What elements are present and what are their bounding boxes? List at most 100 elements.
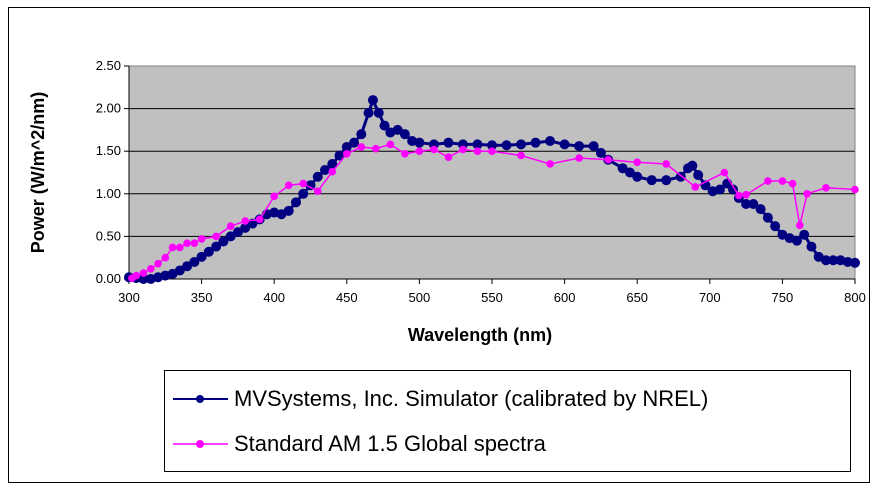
series-standard-am15	[128, 140, 859, 282]
data-point	[646, 175, 657, 186]
data-point	[430, 145, 438, 154]
data-point	[401, 149, 409, 158]
data-point	[305, 180, 316, 191]
data-point	[182, 261, 193, 272]
data-point	[588, 141, 599, 152]
legend-swatch-simulator	[173, 392, 228, 406]
y-tick-label: 2.00	[96, 101, 121, 116]
data-point	[662, 160, 671, 168]
data-point	[443, 137, 454, 148]
data-point	[742, 190, 750, 199]
data-point	[803, 190, 811, 198]
x-tick-label: 750	[772, 290, 794, 305]
legend-label-simulator: MVSystems, Inc. Simulator (calibrated by…	[234, 386, 709, 411]
data-point	[283, 205, 294, 216]
data-point	[488, 147, 496, 155]
data-point	[546, 160, 554, 168]
data-point	[197, 235, 206, 243]
legend-label-standard: Standard AM 1.5 Global spectra	[234, 431, 546, 456]
data-point	[392, 124, 403, 135]
data-point	[299, 179, 308, 188]
data-point	[604, 155, 612, 164]
data-point	[501, 140, 512, 151]
legend-item-standard: Standard AM 1.5 Global spectra	[165, 424, 546, 464]
data-point	[328, 167, 337, 176]
data-point	[459, 145, 467, 154]
x-tick-label: 650	[626, 290, 648, 305]
data-point	[788, 179, 797, 188]
data-point	[154, 259, 162, 268]
data-point	[735, 191, 743, 200]
data-point	[138, 274, 149, 284]
data-point	[373, 107, 384, 118]
data-point	[728, 184, 739, 195]
data-point	[241, 217, 249, 225]
data-point	[189, 256, 200, 267]
data-point	[399, 129, 410, 140]
data-point	[851, 185, 859, 194]
data-point	[240, 222, 251, 233]
data-point	[530, 137, 541, 148]
data-point	[270, 192, 279, 201]
data-point	[778, 177, 787, 185]
data-point	[298, 188, 309, 199]
data-point	[320, 164, 331, 175]
data-point	[211, 241, 222, 252]
data-point	[770, 221, 781, 232]
x-tick-label: 300	[118, 290, 140, 305]
y-axis-title: Power (W/m^2/nm)	[28, 92, 48, 254]
data-point	[414, 137, 425, 148]
data-point	[487, 140, 497, 151]
data-point	[218, 236, 229, 247]
data-point	[313, 187, 322, 196]
data-point	[714, 184, 725, 195]
data-point	[748, 199, 759, 210]
data-point	[617, 163, 628, 174]
x-tick-label: 700	[699, 290, 721, 305]
data-point	[741, 199, 752, 210]
data-point	[720, 168, 729, 177]
y-tick-label: 1.00	[96, 186, 121, 201]
data-point	[755, 204, 766, 215]
data-point	[334, 150, 345, 161]
data-point	[820, 255, 831, 266]
data-point	[341, 141, 352, 152]
data-point	[168, 243, 177, 252]
data-point	[850, 257, 860, 268]
data-point	[559, 139, 570, 150]
data-point	[796, 221, 804, 230]
data-point	[517, 151, 525, 160]
data-point	[363, 107, 374, 118]
data-point	[661, 175, 672, 186]
data-point	[595, 147, 606, 158]
data-point	[290, 197, 301, 208]
legend-swatch-standard	[173, 437, 228, 451]
data-point	[693, 170, 704, 181]
data-point	[764, 177, 772, 185]
data-point	[516, 139, 527, 150]
x-tick-label: 350	[191, 290, 213, 305]
data-point	[624, 167, 635, 178]
data-point	[687, 160, 698, 171]
x-tick-label: 450	[336, 290, 358, 305]
plot-background	[129, 66, 855, 279]
y-tick-label: 0.50	[96, 228, 121, 243]
data-point	[132, 271, 141, 280]
data-point	[203, 246, 214, 257]
data-point	[379, 120, 390, 131]
data-point	[574, 141, 585, 152]
data-point	[791, 235, 802, 246]
series-layer	[124, 95, 860, 284]
data-point	[356, 129, 367, 140]
data-point	[139, 269, 148, 277]
x-axis-title: Wavelength (nm)	[408, 325, 552, 345]
x-tick-label: 800	[844, 290, 866, 305]
data-point	[822, 184, 830, 192]
chart-plot: 0.00 0.50 1.00 1.50 2.00 2.50 300 350 400 450 500 5…	[28, 58, 866, 345]
data-point	[842, 256, 853, 267]
data-point	[176, 243, 184, 252]
data-point	[444, 153, 453, 161]
y-tick-label: 1.50	[96, 143, 121, 158]
data-point	[799, 229, 810, 240]
y-tick-label: 0.00	[96, 271, 121, 286]
